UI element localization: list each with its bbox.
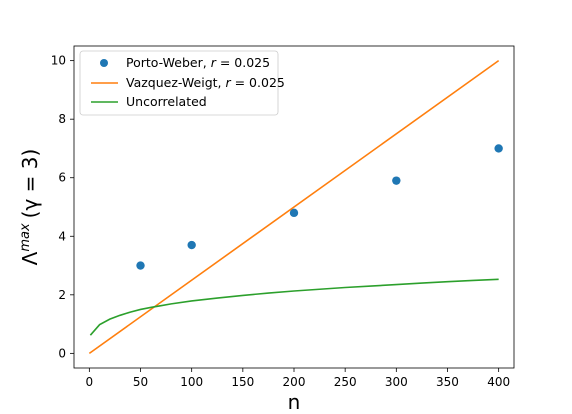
legend-marker-porto-weber (100, 59, 108, 67)
series-0-point-0 (136, 261, 145, 270)
legend-label-vazquez-weigt-italic: r (226, 75, 232, 90)
x-tick-label-150: 150 (231, 375, 254, 389)
y-axis-title-main: Λ (18, 251, 42, 265)
x-tick-label-200: 200 (283, 375, 306, 389)
legend-label-porto-weber-tail: = 0.025 (216, 55, 270, 70)
legend-label-porto-weber-main: Porto-Weber, (126, 55, 211, 70)
y-tick-label-4: 4 (58, 229, 66, 243)
series-0-point-4 (494, 144, 503, 153)
y-tick-label-8: 8 (58, 112, 66, 126)
legend-label-porto-weber-italic: r (211, 55, 217, 70)
legend: Porto-Weber, r = 0.025 Vazquez-Weigt, r … (79, 50, 285, 116)
x-tick-label-300: 300 (385, 375, 408, 389)
legend-label-uncorrelated: Uncorrelated (126, 94, 207, 109)
legend-label-vazquez-weigt: Vazquez-Weigt, r = 0.025 (126, 75, 285, 90)
x-tick-label-50: 50 (133, 375, 148, 389)
x-tick-label-0: 0 (86, 375, 94, 389)
legend-label-uncorrelated-main: Uncorrelated (126, 94, 207, 109)
x-axis: 0 50 100 150 200 250 300 350 400 (86, 368, 510, 389)
y-axis-title: Λmax (γ = 3) (18, 149, 42, 266)
series-0-point-2 (289, 208, 299, 218)
series-1-line (88, 59, 500, 355)
series-2-line (89, 278, 499, 336)
y-tick-label-6: 6 (58, 171, 66, 185)
series-layer (88, 59, 503, 355)
legend-label-vazquez-weigt-tail: = 0.025 (231, 75, 285, 90)
y-tick-label-2: 2 (58, 288, 66, 302)
legend-box (79, 50, 279, 116)
y-tick-label-10: 10 (51, 54, 66, 68)
series-0-point-3 (392, 176, 401, 185)
legend-label-vazquez-weigt-main: Vazquez-Weigt, (126, 75, 226, 90)
y-axis: 0 2 4 6 8 10 (51, 54, 74, 360)
x-tick-label-250: 250 (334, 375, 357, 389)
x-tick-label-400: 400 (487, 375, 510, 389)
y-axis-title-paren: (γ = 3) (18, 149, 42, 219)
y-axis-title-sup: max (18, 223, 33, 252)
y-tick-label-0: 0 (58, 346, 66, 360)
legend-label-porto-weber: Porto-Weber, r = 0.025 (126, 55, 270, 70)
x-tick-label-100: 100 (180, 375, 203, 389)
series-0-point-1 (187, 240, 196, 250)
x-tick-label-350: 350 (436, 375, 459, 389)
x-axis-title: n (288, 390, 301, 414)
